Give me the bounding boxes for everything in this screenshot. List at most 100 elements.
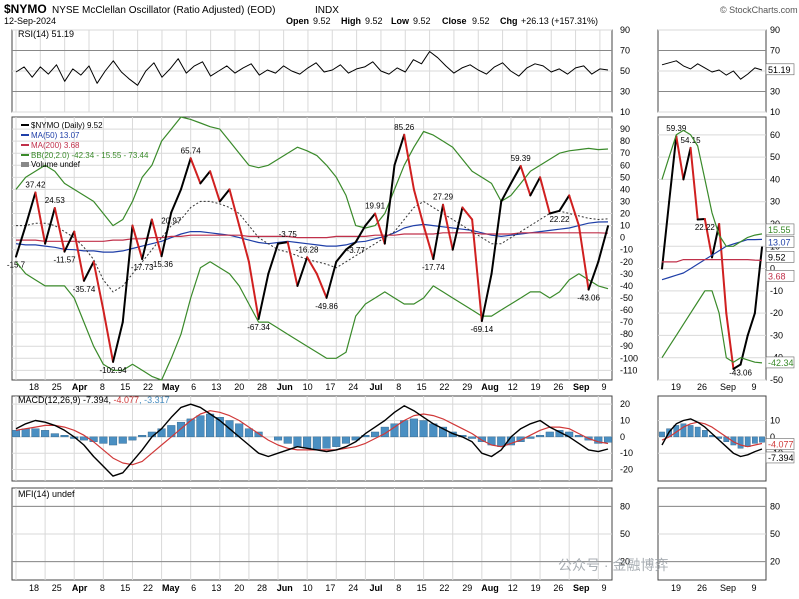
macd-histogram-bar [477,436,486,442]
x-tick-label-bottom: 25 [52,583,62,593]
nymo-segment [548,209,561,215]
x-tick-label: 15 [417,382,427,392]
x-tick-label-bottom: 10 [303,583,313,593]
y-tick-label-nymo: -10 [620,245,633,255]
macd-histogram-bar [687,425,694,438]
nymo-segment [121,224,134,324]
nymo-segment [53,207,66,253]
y-tick-label-nymo: 60 [620,160,630,170]
macd-histogram-bar [516,436,525,442]
macd-histogram-bar [60,435,69,438]
nymo-segment [577,224,590,291]
macd-histogram-bar [659,431,665,438]
nymo-segment [296,256,309,287]
right-value-tag: 13.07 [765,236,795,248]
nymo-segment-inset [668,135,678,203]
y-tick-label-macd: 20 [620,399,630,409]
nymo-segment [179,157,192,191]
series-bb-lower [15,261,609,381]
macd-signal-line [15,410,609,466]
y-tick-label-nymo-inset: -10 [770,286,783,296]
y-tick-label-rsi-inset: 90 [770,25,780,35]
y-tick-label-mfi-inset: 80 [770,501,780,511]
nymo-segment [587,260,600,291]
value-tag-box [765,236,795,248]
data-label-inset: -43.06 [729,369,752,378]
x-tick-label-bottom: May [162,583,180,593]
data-label: -69.14 [470,325,493,334]
nymo-segment [160,211,173,258]
value-tag-text: -42.34 [768,358,794,368]
macd-histogram-bar [196,415,205,438]
nymo-segment [558,194,571,212]
data-label: 24.53 [45,196,66,205]
inset-series-bb-lower [661,290,763,364]
x-tick-label-bottom: 20 [234,583,244,593]
nymo-segment [218,188,231,203]
nymo-segment [24,191,37,227]
macd-histogram-bar [303,436,312,449]
ohlc-summary: Open 9.52 High 9.52 Low 9.52 Close 9.52 … [286,16,598,26]
nymo-segment [277,241,289,245]
y-tick-label-mfi: 20 [620,557,630,567]
nymo-segment [306,256,318,275]
macd-histogram-bar [737,436,744,449]
x-tick-label-bottom: 26 [553,583,563,593]
x-tick-label: 8 [396,382,401,392]
macd-histogram-bar [545,431,554,438]
macd-histogram-bar [332,436,341,447]
low-label: Low [391,16,410,26]
ma50-legend: MA(50) 13.07 [31,131,80,140]
y-tick-label-nymo: -60 [620,305,633,315]
macd-histogram-bar [680,423,687,438]
macd-histogram-bar [759,436,765,443]
x-tick-label-bottom: 22 [143,583,153,593]
rsi-line-inset [661,60,763,80]
macd-histogram-bar [206,413,215,438]
macd-histogram-bar [244,428,253,438]
macd-histogram-bar [99,436,108,444]
macd-signal-line-inset [661,421,763,448]
y-tick-label-macd-inset: 10 [770,416,780,426]
y-tick-label-nymo: 20 [620,209,630,219]
data-label: -11.57 [53,256,76,265]
data-label: -17.73 [131,263,154,272]
x-tick-label: 15 [120,382,130,392]
x-tick-label-bottom: Jun [277,583,293,593]
nymo-segment [568,194,580,227]
macd-histogram-bar [371,431,380,438]
nymo-segment-inset [718,222,728,315]
data-label: 20.97 [161,216,182,225]
nymo-segment [141,218,153,261]
y-tick-label-nymo: -90 [620,341,633,351]
value-tag-text: -4.077 [768,440,794,450]
right-value-tag: 9.52 [765,251,795,263]
macd-histogram-bar [322,436,331,449]
nymo-segment [344,241,357,251]
y-tick-label-mfi-inset: 20 [770,557,780,567]
macd-histogram-bar [31,428,40,438]
right-value-tag: -7.394 [765,451,795,464]
nymo-segment [490,200,503,275]
nymo-segment [267,242,280,275]
y-tick-label-mfi: 50 [620,529,630,539]
nymo-segment-inset [661,200,671,270]
inset-series-bb-upper [661,129,763,247]
value-tag-text: 51.19 [768,65,791,75]
data-label: -49.86 [315,302,338,311]
x-tick-label: 9 [601,382,606,392]
nymo-segment [597,225,609,263]
nymo-segment [364,212,377,227]
macd-legend: MACD(12,26,9) -7.394, -4.077, -3.317 [18,395,170,405]
value-tag-text: 13.07 [768,237,791,247]
x-tick-label: 26 [553,382,563,392]
x-tick-label-bottom: Sep [573,583,590,593]
high-label: High [341,16,361,26]
macd-histogram-bar [751,436,758,444]
nymo-segment [112,321,124,363]
nymo-segment-inset [703,218,713,259]
macd-histogram-bar [603,436,613,443]
nymo-segment [73,230,85,282]
nymo-segment [335,248,347,263]
